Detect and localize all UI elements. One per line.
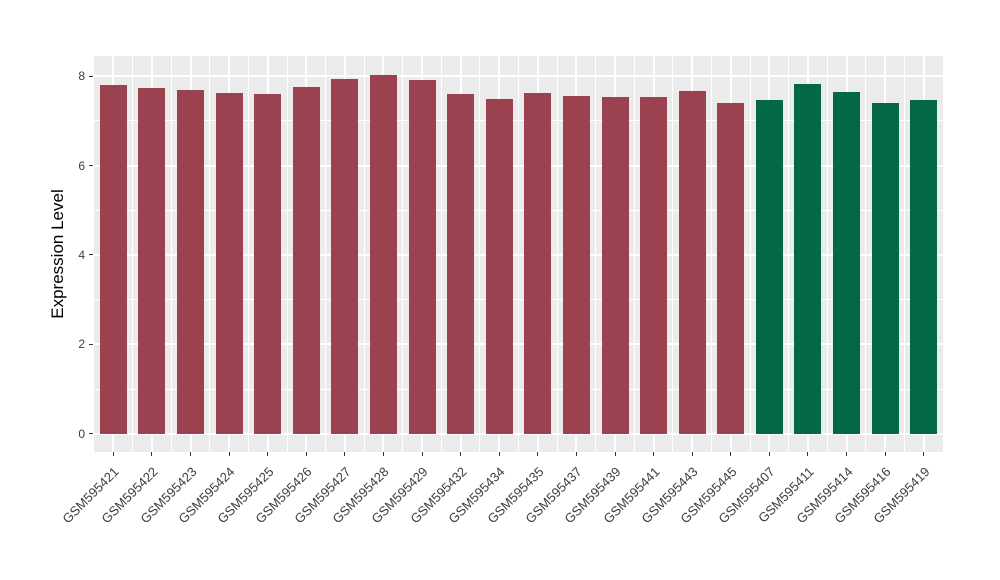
bar-GSM595437 — [562, 96, 590, 434]
bar-GSM595434 — [485, 99, 513, 434]
bar-GSM595441 — [640, 97, 668, 434]
x-tick-mark — [730, 452, 732, 456]
y-tick-label: 6 — [78, 158, 85, 173]
gridline-v-minor — [518, 56, 519, 452]
bar-GSM595428 — [369, 75, 397, 434]
x-tick-mark — [498, 452, 500, 456]
bar-GSM595432 — [447, 94, 475, 434]
gridline-v-minor — [788, 56, 790, 452]
bar-GSM595422 — [138, 87, 166, 434]
gridline-v-minor — [903, 56, 905, 452]
gridline-v-minor — [749, 56, 751, 452]
y-tick-label: 2 — [78, 337, 85, 352]
y-tick-mark — [89, 433, 93, 435]
x-tick-mark — [768, 452, 770, 456]
gridline-v-minor — [595, 56, 597, 452]
gridline-v-minor — [633, 56, 635, 452]
x-tick-mark — [807, 452, 809, 456]
x-tick-mark — [460, 452, 462, 456]
plot-panel — [94, 56, 943, 452]
gridline-v-minor — [286, 56, 288, 452]
x-tick-mark — [421, 452, 423, 456]
y-tick-label: 8 — [78, 69, 85, 84]
x-tick-mark — [112, 452, 114, 456]
x-tick-mark — [151, 452, 153, 456]
gridline-v-minor — [711, 56, 712, 452]
x-tick-mark — [267, 452, 269, 456]
y-tick-mark — [89, 343, 93, 345]
bar-GSM595427 — [331, 79, 359, 434]
y-tick-label: 4 — [78, 247, 85, 262]
gridline-v-minor — [672, 56, 674, 452]
bar-GSM595407 — [755, 100, 783, 434]
bar-GSM595421 — [99, 84, 127, 434]
bar-GSM595445 — [717, 103, 745, 434]
gridline-v-minor — [209, 56, 211, 452]
x-tick-mark — [537, 452, 539, 456]
bar-GSM595411 — [794, 84, 822, 434]
x-tick-mark — [614, 452, 616, 456]
y-tick-label: 0 — [78, 426, 85, 441]
x-tick-mark — [344, 452, 346, 456]
x-tick-mark — [382, 452, 384, 456]
gridline-v-minor — [363, 56, 365, 452]
x-tick-mark — [923, 452, 925, 456]
bar-GSM595439 — [601, 97, 629, 434]
x-tick-mark — [691, 452, 693, 456]
gridline-v-minor — [170, 56, 172, 452]
gridline-v-minor — [479, 56, 481, 452]
bar-GSM595429 — [408, 80, 436, 434]
bar-GSM595426 — [292, 86, 320, 434]
gridline-v-minor — [440, 56, 442, 452]
gridline-v-minor — [826, 56, 828, 452]
bar-GSM595435 — [524, 93, 552, 434]
y-tick-mark — [89, 254, 93, 256]
x-tick-mark — [575, 452, 577, 456]
gridline-v-minor — [132, 56, 134, 452]
bar-GSM595424 — [215, 92, 243, 434]
bar-GSM595419 — [910, 100, 938, 434]
x-tick-mark — [653, 452, 655, 456]
bar-GSM595443 — [678, 91, 706, 434]
bar-GSM595414 — [833, 91, 860, 434]
y-tick-mark — [89, 75, 93, 77]
gridline-v-minor — [865, 56, 867, 452]
bar-GSM595416 — [871, 102, 899, 434]
gridline-v-minor — [325, 56, 326, 452]
gridline-v-minor — [556, 56, 558, 452]
x-tick-mark — [846, 452, 847, 456]
gridline-v-minor — [247, 56, 249, 452]
bar-GSM595425 — [254, 94, 282, 434]
gridline-v-minor — [402, 56, 404, 452]
x-tick-mark — [228, 452, 230, 456]
y-tick-mark — [89, 165, 93, 166]
x-tick-mark — [305, 452, 307, 456]
x-tick-mark — [884, 452, 886, 456]
x-tick-mark — [190, 452, 191, 456]
bar-GSM595423 — [177, 90, 204, 434]
